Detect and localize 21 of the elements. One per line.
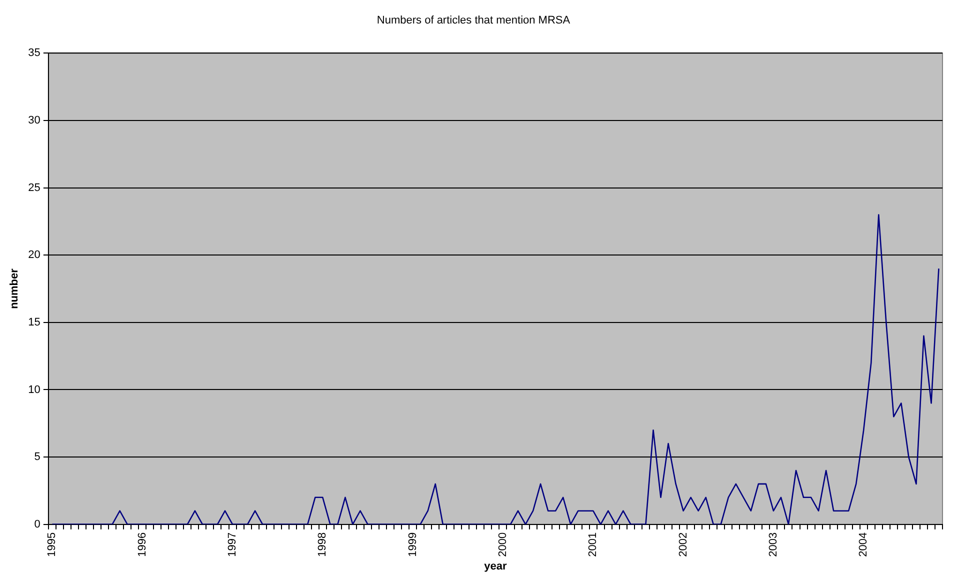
y-axis-title: number [8,268,21,309]
x-tick-label: 2002 [677,532,690,557]
x-tick-label: 2001 [587,532,600,557]
y-tick-label: 5 [34,451,40,464]
y-tick-label: 20 [28,249,40,262]
y-tick-label: 15 [28,316,40,328]
y-tick-label: 25 [28,182,40,194]
x-tick-label: 1998 [316,532,329,557]
y-tick-label: 10 [28,384,40,396]
y-tick-label: 0 [34,518,40,530]
x-axis-title: year [484,560,508,572]
y-tick-label: 30 [28,114,40,127]
y-tick-label: 35 [28,47,40,60]
x-tick-label: 2004 [858,532,870,557]
x-tick-label: 1995 [46,532,58,557]
x-tick-label: 2000 [497,532,510,557]
x-tick-label: 1996 [136,532,148,557]
x-tick-label: 1999 [406,532,419,557]
x-tick-label: 2003 [767,532,780,557]
x-tick-label: 1997 [226,532,239,557]
chart-title: Numbers of articles that mention MRSA [376,14,571,27]
